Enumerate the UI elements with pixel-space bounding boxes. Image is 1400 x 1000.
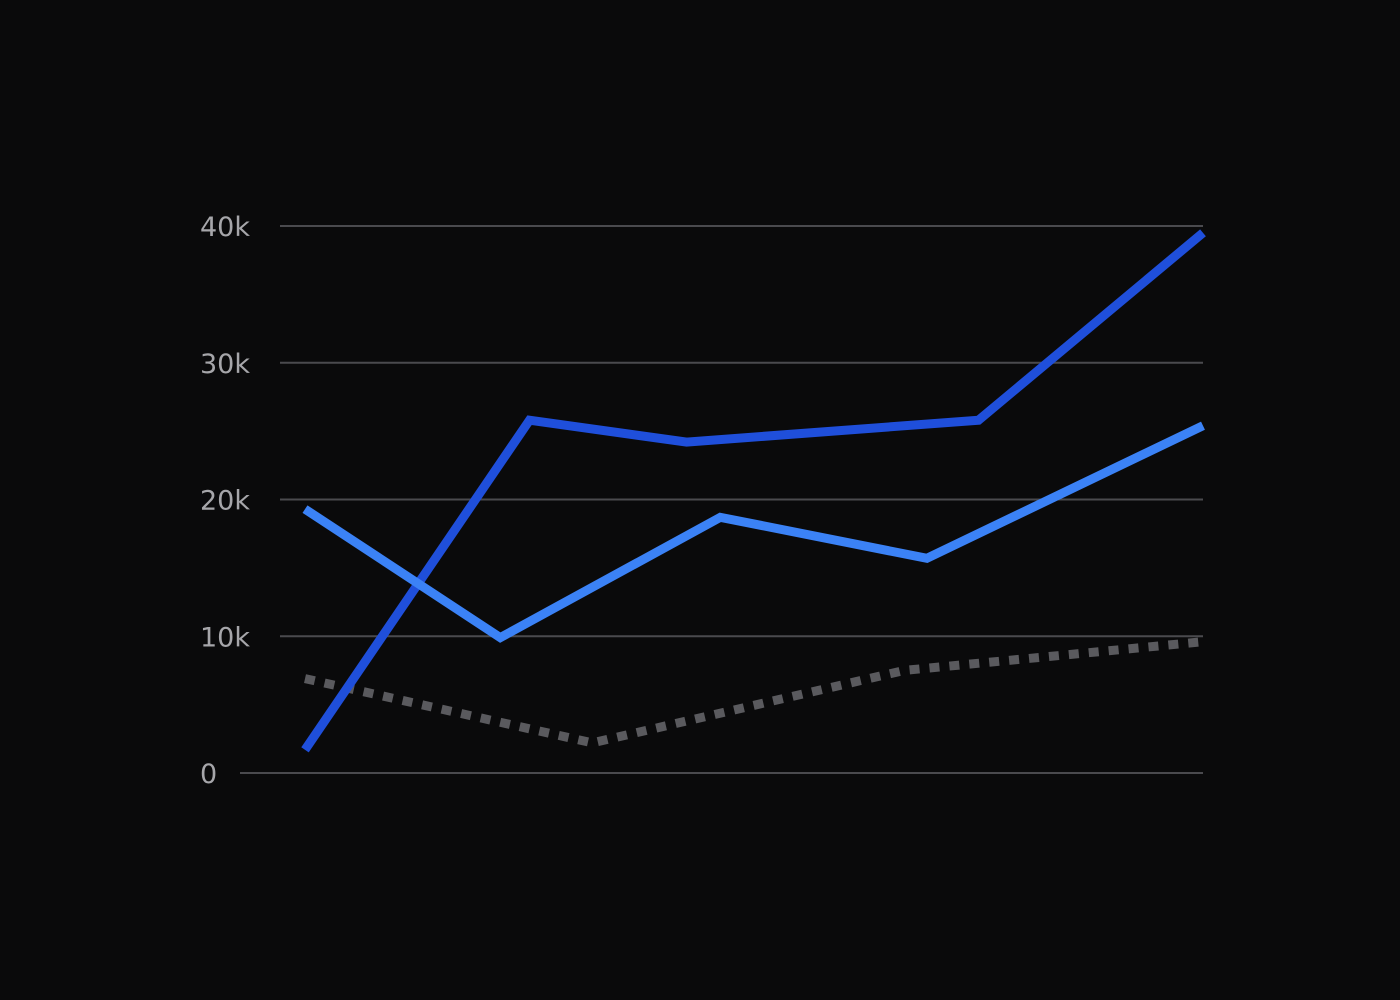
series-line-0	[301, 229, 1206, 753]
y-tick-label-3: 30k	[200, 349, 250, 380]
series-line-2	[304, 637, 1204, 748]
series-line-1	[302, 421, 1205, 643]
y-axis-tick-labels: 0 10k 20k 30k 40k	[200, 212, 250, 790]
y-tick-label-1: 10k	[200, 622, 250, 653]
y-tick-label-0: 0	[200, 759, 217, 790]
series-lines	[301, 229, 1206, 753]
y-tick-label-4: 40k	[200, 212, 250, 243]
y-tick-label-2: 20k	[200, 486, 250, 517]
